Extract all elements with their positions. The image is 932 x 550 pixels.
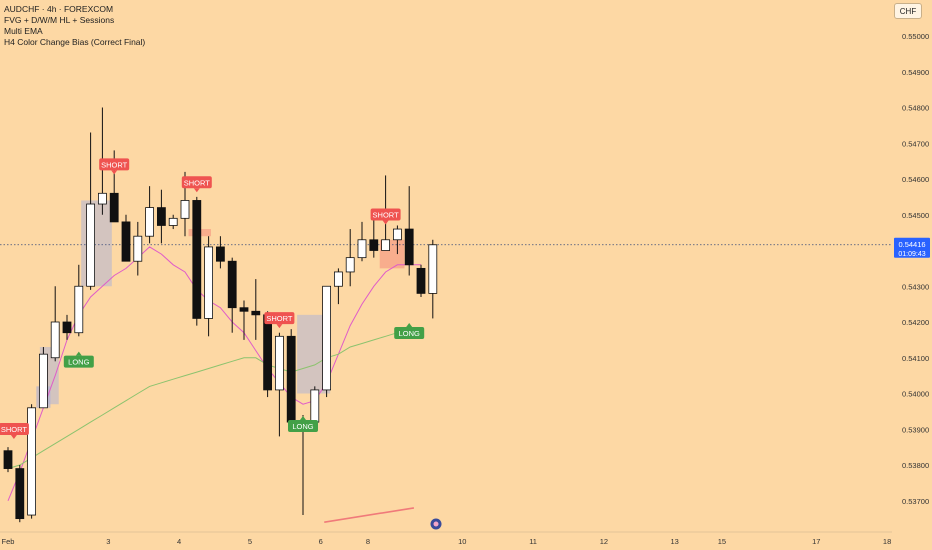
svg-text:LONG: LONG	[399, 329, 420, 338]
candle[interactable]	[357, 239, 367, 259]
candle[interactable]	[274, 335, 284, 391]
candle[interactable]	[74, 285, 84, 334]
candle[interactable]	[180, 200, 190, 219]
candle[interactable]	[39, 353, 48, 409]
time-tick-label: 12	[600, 537, 608, 546]
time-tick-label: 6	[319, 537, 323, 546]
currency-button[interactable]: CHF	[894, 3, 922, 19]
price-tick-label: 0.54800	[902, 104, 929, 113]
candle[interactable]	[392, 228, 402, 241]
price-tick-label: 0.54200	[902, 318, 929, 327]
ema-slow-line	[7, 332, 421, 470]
time-tick-label: 15	[718, 537, 726, 546]
candle[interactable]	[404, 228, 414, 266]
candle[interactable]	[3, 450, 13, 469]
navigate-icon-dot	[433, 521, 439, 527]
svg-text:LONG: LONG	[292, 422, 313, 431]
long-signal-badge: LONG	[288, 415, 318, 432]
candle[interactable]	[86, 203, 95, 287]
time-tick-label: 10	[458, 537, 466, 546]
price-tick-label: 0.53800	[902, 461, 929, 470]
svg-text:LONG: LONG	[68, 358, 89, 367]
ema-fast-line	[7, 246, 421, 501]
current-price-value: 0.54416	[898, 240, 925, 249]
candle[interactable]	[109, 192, 119, 223]
candle[interactable]	[121, 221, 131, 262]
price-tick-label: 0.53900	[902, 425, 929, 434]
chart-legend: AUDCHF · 4h · FOREXCOM FVG + D/W/M HL + …	[4, 4, 145, 48]
svg-text:SHORT: SHORT	[101, 160, 128, 169]
price-tick-label: 0.54500	[902, 211, 929, 220]
time-tick-label: 5	[248, 537, 252, 546]
price-axis[interactable]	[892, 0, 932, 550]
price-tick-label: 0.53700	[902, 497, 929, 506]
candle[interactable]	[98, 192, 107, 205]
candle[interactable]	[239, 307, 249, 312]
short-signal-badge: SHORT	[264, 312, 295, 329]
time-tick-label: 17	[812, 537, 820, 546]
candle[interactable]	[215, 246, 225, 262]
time-tick-label: Feb	[2, 537, 15, 546]
svg-text:SHORT: SHORT	[184, 178, 211, 187]
candle[interactable]	[416, 267, 426, 294]
candle[interactable]	[156, 207, 166, 226]
candle[interactable]	[168, 217, 178, 226]
symbol-title[interactable]: AUDCHF · 4h · FOREXCOM	[4, 4, 114, 14]
short-signal-badge: SHORT	[181, 176, 212, 193]
time-tick-label: 8	[366, 537, 370, 546]
price-tick-label: 0.54600	[902, 175, 929, 184]
candle[interactable]	[27, 407, 37, 516]
candle[interactable]	[251, 310, 261, 316]
indicator-ema[interactable]: Multi EMA	[4, 26, 43, 36]
candle[interactable]	[345, 257, 355, 273]
short-signal-badge: SHORT	[370, 208, 401, 225]
candle[interactable]	[192, 200, 202, 319]
long-signal-badge: LONG	[63, 351, 94, 368]
time-tick-label: 11	[529, 537, 537, 546]
candle[interactable]	[369, 239, 379, 251]
time-tick-label: 13	[671, 537, 679, 546]
long-signal-badge: LONG	[394, 323, 425, 339]
indicator-fvg[interactable]: FVG + D/W/M HL + Sessions	[4, 15, 115, 25]
svg-text:SHORT: SHORT	[266, 314, 293, 323]
candle[interactable]	[15, 468, 25, 520]
price-tick-label: 0.54700	[902, 139, 929, 148]
candle[interactable]	[133, 235, 143, 262]
svg-text:SHORT: SHORT	[373, 210, 400, 219]
trend-line[interactable]	[324, 507, 415, 523]
price-tick-label: 0.55000	[902, 32, 929, 41]
price-tick-label: 0.54900	[902, 68, 929, 77]
candle[interactable]	[286, 335, 296, 423]
bar-countdown: 01:09:43	[898, 251, 925, 258]
fvg-zone	[81, 200, 112, 287]
time-tick-label: 4	[177, 537, 181, 546]
candle[interactable]	[227, 260, 237, 309]
candle[interactable]	[322, 285, 332, 391]
candle[interactable]	[333, 271, 343, 287]
current-price-label	[894, 237, 930, 258]
indicator-bias[interactable]: H4 Color Change Bias (Correct Final)	[4, 37, 146, 47]
time-tick-label: 18	[883, 537, 891, 546]
candle[interactable]	[145, 207, 155, 237]
price-tick-label: 0.54100	[902, 354, 929, 363]
candle[interactable]	[263, 314, 273, 391]
candle[interactable]	[50, 321, 60, 359]
candle[interactable]	[428, 244, 438, 294]
candle[interactable]	[62, 321, 72, 334]
short-signal-badge: SHORT	[99, 158, 130, 175]
candle[interactable]	[381, 239, 391, 251]
price-tick-label: 0.54300	[902, 282, 929, 291]
time-tick-label: 3	[106, 537, 110, 546]
svg-text:SHORT: SHORT	[1, 425, 28, 434]
candle[interactable]	[310, 389, 320, 423]
candle[interactable]	[204, 246, 214, 319]
short-signal-badge: SHORT	[0, 422, 29, 439]
price-tick-label: 0.54000	[902, 390, 929, 399]
